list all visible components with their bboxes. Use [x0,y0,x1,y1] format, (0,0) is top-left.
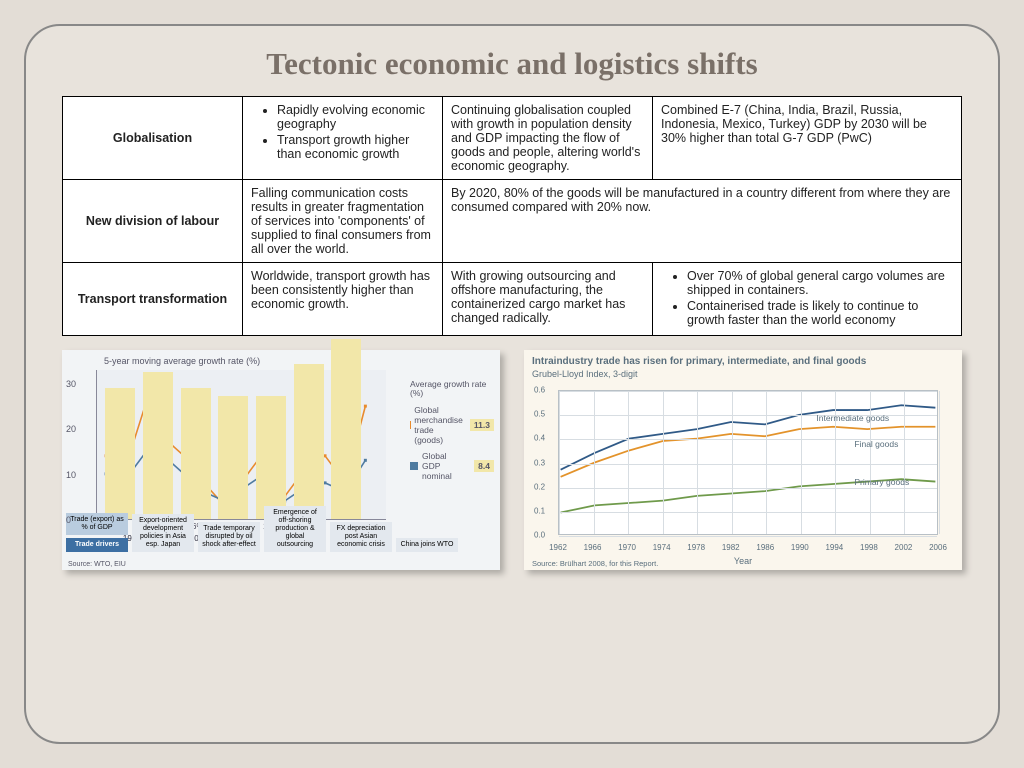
chart2-gridline-v [904,391,905,534]
chart1-bar [218,396,248,519]
table-list-item: Rapidly evolving economic geography [277,103,434,131]
chart2-title: Intraindustry trade has risen for primar… [532,356,954,367]
chart2-xtick: 1994 [825,543,843,552]
table-list-item: Over 70% of global general cargo volumes… [687,269,953,297]
chart2-ytick: 0.3 [534,458,545,467]
chart1-bar [331,339,361,519]
chart2-xtick: 2002 [895,543,913,552]
chart1-series-marker [324,481,327,484]
chart2-series-line [561,427,936,477]
table-cell: Rapidly evolving economic geographyTrans… [243,97,443,180]
chart2-ytick: 0.1 [534,506,545,515]
chart-intraindustry-trade: Intraindustry trade has risen for primar… [524,350,962,570]
table-cell: Over 70% of global general cargo volumes… [653,263,962,336]
chart2-xtick: 1990 [791,543,809,552]
chart2-x-axis-label: Year [734,556,752,566]
table-row-header: Globalisation [63,97,243,180]
table-row-header: New division of labour [63,180,243,263]
chart1-bar [256,396,286,519]
chart1-driver-note: FX depreciation post Asian economic cris… [330,522,392,552]
chart2-source: Source: Brülhart 2008, for this Report. [532,559,658,568]
table-cell: Falling communication costs results in g… [243,180,443,263]
chart1-plot: 16%18%16%15%15%19%22%1970198019902000201… [96,370,386,520]
chart1-ytick: 0 [66,515,71,525]
chart2-series-label: Final goods [854,439,898,449]
chart2-xtick: 1974 [653,543,671,552]
chart2-gridline-v [594,391,595,534]
chart1-bar [105,388,135,519]
chart2-plot [558,390,938,535]
chart2-xtick: 1962 [549,543,567,552]
chart2-gridline-v [697,391,698,534]
table-cell: Combined E-7 (China, India, Brazil, Russ… [653,97,962,180]
chart1-driver-note: Trade temporary disrupted by oil shock a… [198,522,260,552]
chart2-gridline-v [766,391,767,534]
chart1-series-marker [364,405,367,408]
chart2-gridline-h [559,464,937,465]
chart2-gridline-h [559,488,937,489]
chart1-source: Source: WTO, EIU [68,561,126,568]
table-cell: By 2020, 80% of the goods will be manufa… [443,180,962,263]
chart1-ytick: 30 [66,379,76,389]
chart1-legend-item: Global merchandise trade (goods)11.3 [410,405,494,445]
table-cell: With growing outsourcing and offshore ma… [443,263,653,336]
chart2-gridline-v [939,391,940,534]
chart2-gridline-v [628,391,629,534]
charts-row: 5-year moving average growth rate (%) 16… [62,350,962,570]
chart2-gridline-v [663,391,664,534]
chart2-gridline-h [559,536,937,537]
chart1-driver-note: Export-oriented development policies in … [132,514,194,552]
chart1-driver-note: China joins WTO [396,538,458,552]
chart2-ytick: 0.4 [534,434,545,443]
chart2-gridline-v [732,391,733,534]
chart2-gridline-v [559,391,560,534]
chart2-series-label: Intermediate goods [816,413,889,423]
chart2-xtick: 1978 [687,543,705,552]
chart1-bar [143,372,173,519]
shifts-table: GlobalisationRapidly evolving economic g… [62,96,962,336]
table-cell: Worldwide, transport growth has been con… [243,263,443,336]
chart2-xtick: 1998 [860,543,878,552]
slide-title: Tectonic economic and logistics shifts [62,46,962,82]
chart1-legend-item: Global GDP nominal8.4 [410,451,494,481]
chart2-xtick: 1982 [722,543,740,552]
chart1-ytick: 10 [66,470,76,480]
table-row-header: Transport transformation [63,263,243,336]
chart1-legend: Average growth rate (%) Global merchandi… [410,380,494,481]
chart1-legend-header: Average growth rate (%) [410,380,494,399]
chart2-subtitle: Grubel-Lloyd Index, 3-digit [532,369,954,379]
chart2-gridline-v [801,391,802,534]
chart2-xtick: 2006 [929,543,947,552]
chart1-drivers-label: Trade drivers [66,538,128,552]
chart1-series-marker [364,459,367,462]
chart2-gridline-h [559,391,937,392]
chart2-ytick: 0.5 [534,410,545,419]
chart1-driver-row: Trade (export) as % of GDP Trade drivers E… [66,506,458,552]
chart2-ytick: 0.6 [534,386,545,395]
table-list-item: Containerised trade is likely to continu… [687,299,953,327]
slide-frame: Tectonic economic and logistics shifts G… [24,24,1000,744]
chart2-series-label: Primary goods [854,477,909,487]
chart-growth-rate: 5-year moving average growth rate (%) 16… [62,350,500,570]
chart1-bar [294,364,324,519]
chart2-ytick: 0.2 [534,482,545,491]
table-list-item: Transport growth higher than economic gr… [277,133,434,161]
table-cell: Continuing globalisation coupled with gr… [443,97,653,180]
chart1-series-marker [324,454,327,457]
chart2-xtick: 1970 [618,543,636,552]
chart2-xtick: 1986 [756,543,774,552]
chart2-gridline-h [559,512,937,513]
chart2-xtick: 1966 [584,543,602,552]
chart1-driver-note: Emergence of off-shoring production & gl… [264,506,326,552]
chart2-ytick: 0.0 [534,531,545,540]
chart1-bar [181,388,211,519]
chart1-ytick: 20 [66,424,76,434]
chart1-trade-label: Trade (export) as % of GDP [66,513,128,535]
